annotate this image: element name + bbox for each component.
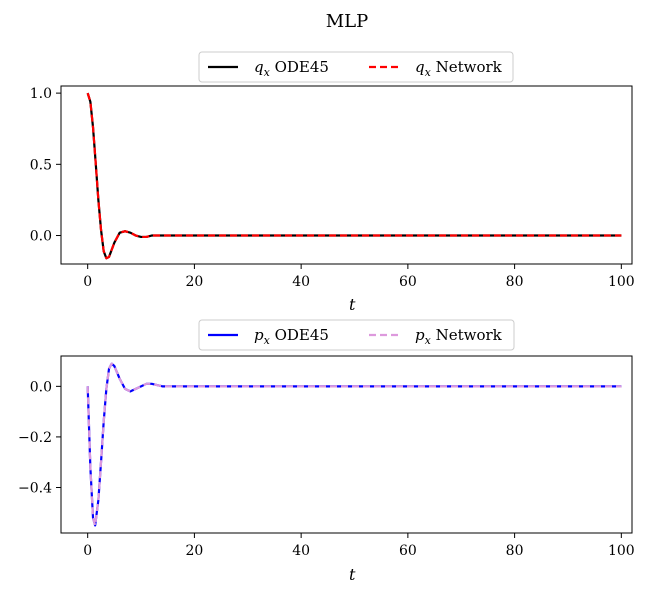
legend-label-1: qx ODE45 [254,58,329,79]
y-tick-label: 0.0 [30,379,52,395]
x-tick-label: 0 [83,543,92,559]
legend-box [198,319,515,351]
series-line-1 [86,362,622,527]
plots-container: 0 20 40 60 80 100 0.0 0.5 1.0 t qx ODE45 qx Network… [18,51,635,584]
x-tick-label: 100 [608,543,635,559]
x-tick-label: 80 [506,543,524,559]
y-tick-label: −0.4 [18,480,52,496]
x-tick-label: 40 [292,543,310,559]
series-line-2 [86,362,622,527]
y-tick-label: 1.0 [30,86,52,102]
x-tick-label: 60 [399,274,417,290]
x-tick-label: 40 [292,274,310,290]
legend-label-1: px ODE45 [254,326,329,347]
chart-2: 0 20 40 60 80 100 −0.4 −0.2 0.0 t px ODE45 px Netwo… [18,319,635,584]
x-tick-label: 20 [185,274,203,290]
axes-frame [60,85,633,265]
legend-box [198,51,514,83]
x-tick-label: 80 [506,274,524,290]
chart-1: 0 20 40 60 80 100 0.0 0.5 1.0 t qx ODE45 qx Network [30,51,635,314]
y-tick-label: −0.2 [18,430,52,446]
series-line-1 [86,92,622,260]
y-tick-label: 0.5 [30,157,52,173]
legend: px ODE45 px Network [198,319,515,351]
x-axis-label: t [349,565,356,584]
x-tick-label: 60 [399,543,417,559]
x-tick-label: 100 [608,274,635,290]
legend-label-2: qx Network [415,58,503,79]
legend: qx ODE45 qx Network [198,51,514,83]
figure-title: MLP [326,11,369,32]
axes-frame [60,355,633,534]
x-axis-label: t [349,295,356,314]
x-tick-label: 0 [83,274,92,290]
x-tick-label: 20 [185,543,203,559]
legend-label-2: px Network [415,326,503,347]
series-line-2 [86,92,622,260]
y-tick-label: 0.0 [30,229,52,245]
